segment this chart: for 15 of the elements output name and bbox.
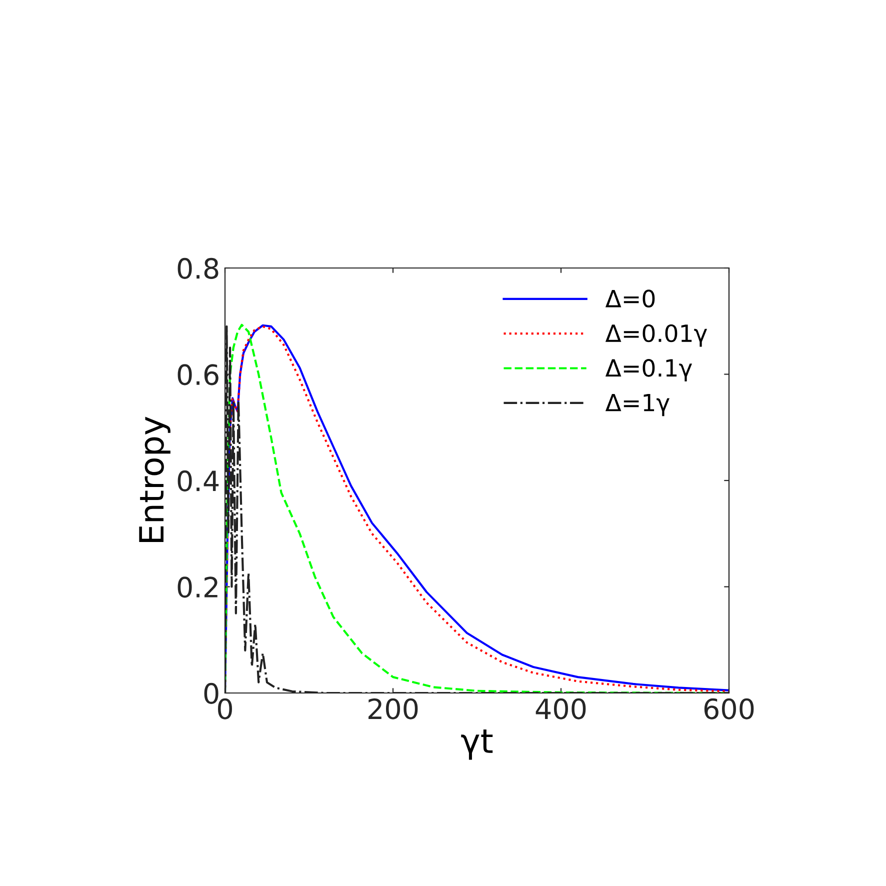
y-tick-label: 0.6 <box>178 364 218 386</box>
legend-label: Δ=0.1γ <box>605 358 692 382</box>
y-tick-label: 0.2 <box>178 576 218 598</box>
legend-label: Δ=0.01γ <box>605 324 708 347</box>
x-axis-title: γt <box>461 729 493 760</box>
y-tick-label: 0.4 <box>178 470 219 492</box>
x-tick-label: 200 <box>368 698 418 720</box>
y-tick-label: 0.8 <box>178 258 218 279</box>
y-tick-label: 0 <box>204 682 218 704</box>
legend-label: Δ=1γ <box>605 394 670 416</box>
x-tick-label: 400 <box>536 698 586 720</box>
legend-label: Δ=0 <box>605 290 655 308</box>
y-axis-title: Entropy <box>139 416 170 542</box>
x-tick-label: 600 <box>704 698 754 720</box>
x-tick-label: 0 <box>218 698 232 720</box>
